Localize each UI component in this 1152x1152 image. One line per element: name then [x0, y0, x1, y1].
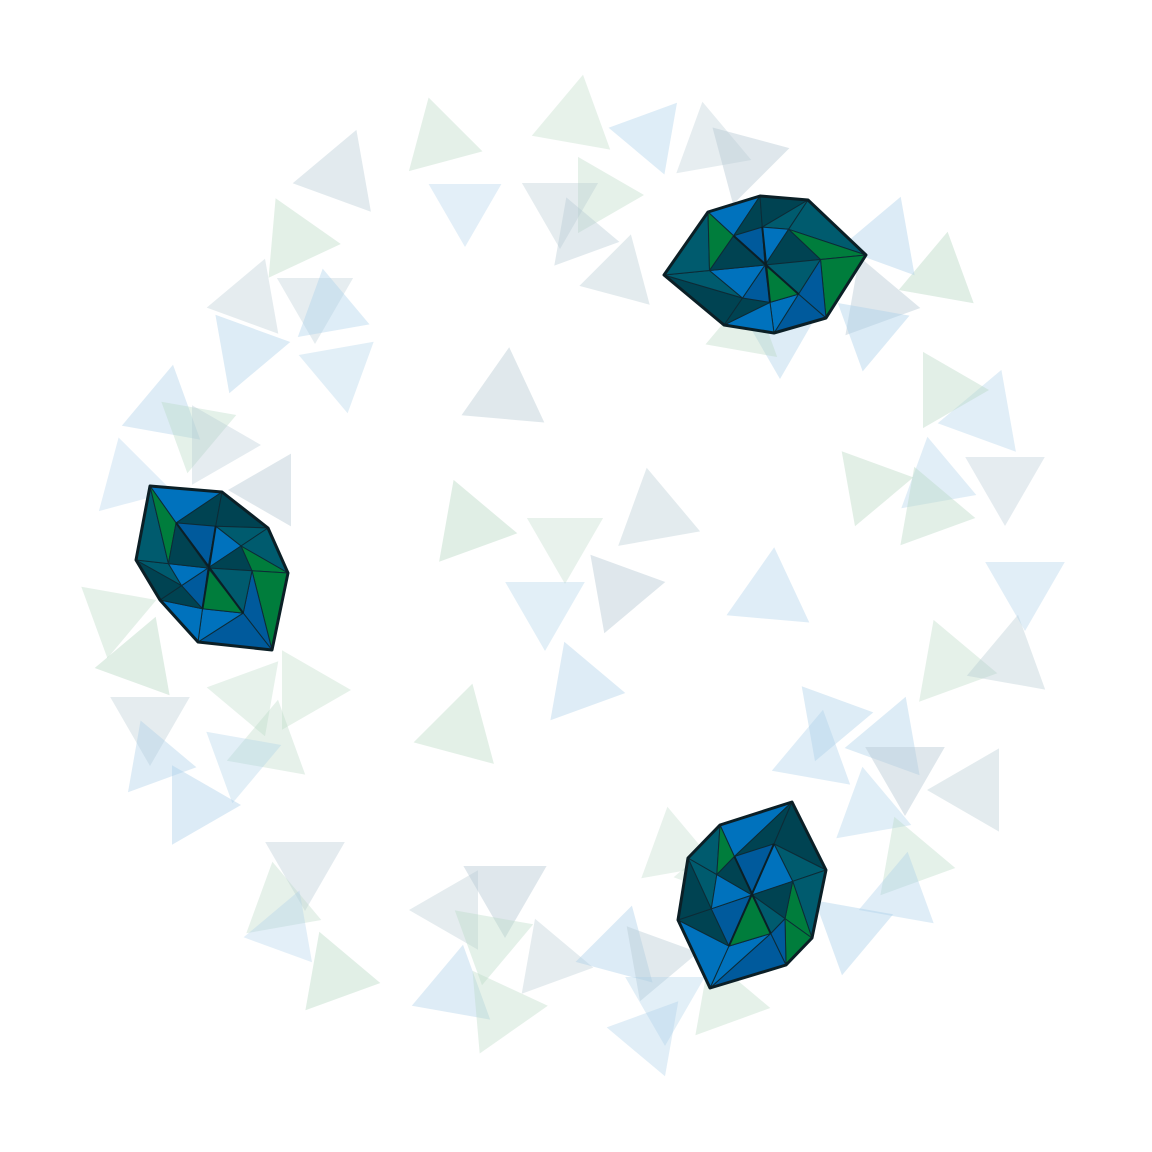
triangle-shard-icon	[900, 466, 976, 546]
triangle-shard-icon	[411, 944, 491, 1020]
triangle-shard-icon	[243, 890, 312, 963]
triangle-shard-icon	[966, 614, 1046, 690]
triangle-shard-icon	[836, 766, 912, 839]
triangle-shard-icon	[110, 697, 190, 766]
triangle-shard-icon	[531, 74, 611, 150]
triangle-shard-icon	[206, 731, 282, 804]
triangle-shard-icon	[463, 866, 547, 938]
triangle-shard-icon	[298, 341, 374, 414]
triangle-shard-icon	[521, 183, 599, 249]
facet-seam	[201, 526, 217, 609]
triangle-shard-icon	[461, 347, 545, 423]
triangle-shard-icon	[439, 479, 518, 562]
triangle-shard-icon	[276, 278, 354, 344]
triangle-shard-icon	[305, 931, 381, 1011]
triangle-shard-icon	[228, 453, 291, 527]
triangle-shard-icon	[985, 562, 1065, 631]
triangle-shard-icon	[937, 369, 1016, 452]
triangle-shard-icon	[505, 582, 585, 651]
polyhedron-icon	[662, 194, 868, 335]
triangle-shard-icon	[526, 518, 604, 584]
triangle-shard-icon	[726, 547, 810, 623]
triangle-shard-icon	[919, 619, 998, 702]
triangle-shard-icon	[282, 650, 351, 730]
triangle-shard-icon	[409, 870, 478, 950]
facet-seam	[733, 856, 772, 934]
polyhedron-outline	[662, 194, 868, 335]
triangle-shard-icon	[927, 748, 999, 832]
triangle-shard-icon	[712, 127, 790, 205]
triangle-shard-icon	[626, 926, 699, 1002]
triangle-shard-icon	[837, 303, 910, 372]
triangle-shard-icon	[413, 683, 494, 764]
triangle-shard-icon	[858, 851, 934, 924]
triangle-shard-icon	[579, 234, 650, 305]
polyhedron-icon	[134, 484, 290, 652]
triangle-shard-icon	[268, 198, 341, 278]
polyhedra-group	[134, 194, 868, 990]
triangle-shard-icon	[771, 709, 851, 785]
triangle-shard-icon	[965, 457, 1045, 526]
triangle-shard-icon	[81, 586, 157, 659]
triangle-shard-icon	[472, 970, 548, 1054]
polyhedron-outline	[676, 800, 828, 990]
triangle-shard-icon	[128, 720, 197, 793]
triangle-shard-icon	[121, 364, 201, 440]
triangle-shard-icon	[845, 256, 921, 336]
triangle-shard-icon	[206, 258, 279, 334]
triangle-shard-icon	[206, 661, 279, 737]
polyhedron-outline	[134, 484, 290, 652]
triangle-shard-icon	[408, 97, 483, 172]
triangle-shard-icon	[226, 699, 306, 775]
triangle-shard-icon	[801, 686, 874, 762]
facet-seam	[761, 226, 771, 303]
triangle-shard-icon	[814, 900, 894, 976]
triangle-shard-icon	[625, 977, 705, 1046]
triangle-shard-icon	[618, 467, 701, 546]
triangle-shard-icon	[428, 184, 502, 247]
triangle-shard-icon	[608, 102, 677, 175]
triangle-shard-icon	[901, 436, 977, 509]
triangle-shard-icon	[192, 405, 261, 485]
triangle-shard-icon	[454, 910, 534, 986]
triangle-shard-icon	[923, 351, 989, 429]
triangle-shard-icon	[676, 101, 752, 174]
triangle-shard-icon	[841, 451, 914, 527]
triangle-shard-icon	[575, 905, 653, 983]
triangle-shard-icon	[265, 842, 345, 911]
triangle-shard-icon	[865, 747, 945, 816]
triangle-shard-icon	[215, 314, 291, 394]
triangle-shard-icon	[297, 268, 370, 337]
triangle-shard-icon	[880, 816, 956, 896]
triangle-shard-icon	[578, 156, 644, 234]
triangle-shard-icon	[292, 129, 371, 212]
triangle-shard-icon	[898, 231, 974, 304]
facet-seam	[727, 843, 775, 947]
triangle-shard-icon	[839, 196, 915, 276]
triangle-shard-icon	[521, 918, 594, 994]
triangle-shard-icon	[590, 554, 666, 634]
triangle-shard-icon	[554, 197, 620, 266]
triangle-shard-icon	[161, 401, 237, 474]
polyhedron-icon	[676, 800, 828, 990]
triangle-shard-icon	[550, 641, 626, 721]
triangle-shard-icon	[172, 765, 241, 845]
triangle-shard-icon	[94, 616, 170, 696]
triangle-shard-icon	[844, 696, 920, 776]
triangle-shard-icon	[246, 861, 322, 934]
triangle-shard-icon	[606, 1001, 679, 1077]
